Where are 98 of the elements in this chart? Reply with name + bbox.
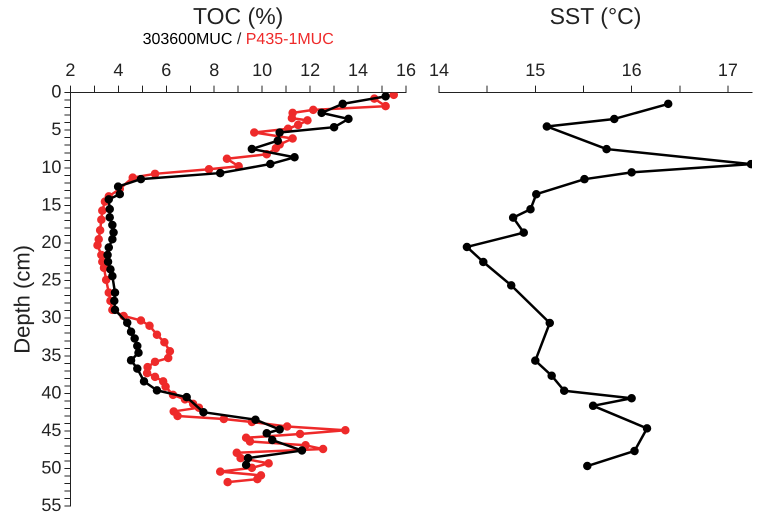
point (588, 402, 598, 410)
point (133, 364, 142, 373)
x-axis-title: SST (°C) (548, 2, 642, 30)
point (338, 100, 347, 108)
point (109, 228, 118, 237)
point (580, 174, 589, 184)
point (133, 342, 142, 350)
point (105, 204, 114, 214)
point (140, 377, 148, 386)
x-tick-label: 14 (348, 60, 368, 80)
point (182, 392, 191, 402)
point (381, 92, 390, 101)
point (627, 168, 636, 177)
y-tick-label: 55 (41, 495, 62, 516)
point (152, 386, 162, 395)
point (546, 318, 554, 328)
point (108, 234, 117, 244)
x-tick-label: 14 (428, 60, 450, 80)
point (520, 228, 528, 237)
text: / (236, 31, 242, 48)
point (290, 153, 299, 162)
x-tick-label: 8 (209, 60, 220, 80)
point (130, 334, 139, 343)
point (479, 258, 488, 266)
y-tick-label: 0 (51, 82, 62, 102)
x-tick-label: 16 (396, 60, 416, 80)
point (532, 190, 541, 198)
point (116, 190, 124, 198)
point (248, 144, 256, 154)
point (110, 296, 119, 306)
point (275, 128, 284, 137)
point (106, 265, 115, 274)
point (317, 108, 326, 118)
point (642, 424, 652, 433)
point (136, 174, 146, 184)
point (251, 415, 260, 424)
point (602, 144, 611, 154)
point (547, 371, 556, 380)
point (262, 429, 271, 438)
point (506, 281, 516, 290)
point (216, 168, 224, 178)
point (242, 460, 250, 470)
point (110, 288, 120, 297)
y-tick-label: 10 (41, 156, 62, 177)
x-tick-label: 15 (525, 60, 546, 80)
y-axis-title: Depth (cm) (9, 245, 34, 354)
y-tick-label: 5 (51, 119, 62, 140)
y-tick-label: 35 (41, 344, 62, 365)
point (630, 446, 639, 456)
y-tick-label: 50 (41, 458, 62, 478)
point (610, 114, 619, 124)
point (199, 408, 208, 416)
point (542, 122, 552, 131)
x-tick-label: 17 (718, 60, 738, 80)
point (108, 220, 117, 230)
text: 303600MUC (142, 31, 232, 48)
x-tick-label: 16 (622, 60, 642, 80)
point (104, 258, 112, 266)
y-tick-label: 25 (41, 270, 62, 290)
x-axis-title: TOC (%) (192, 2, 284, 30)
point (664, 100, 672, 108)
x-tick-label: 12 (300, 60, 320, 80)
x-tick-label: 4 (113, 60, 124, 80)
x-tick-label: 6 (161, 60, 172, 80)
point (531, 356, 540, 365)
point (110, 306, 120, 314)
point (105, 213, 114, 222)
point (275, 425, 284, 434)
point (526, 205, 535, 214)
point (104, 195, 114, 204)
point (298, 446, 306, 455)
point (103, 250, 112, 260)
x-tick-label: 10 (252, 60, 272, 80)
point (274, 136, 282, 145)
point (268, 436, 276, 444)
point (122, 318, 132, 327)
y-tick-label: 30 (41, 307, 62, 328)
y-tick-label: 40 (41, 382, 62, 402)
y-tick-label: 15 (41, 194, 62, 214)
point (344, 114, 353, 124)
y-tick-label: 20 (41, 232, 62, 252)
point (583, 462, 592, 470)
y-tick-label: 45 (41, 420, 62, 440)
point (508, 213, 518, 222)
point (114, 182, 122, 191)
point (244, 454, 252, 462)
point (330, 122, 338, 132)
x-tick-label: 2 (65, 60, 76, 80)
point (104, 243, 114, 252)
point (560, 386, 568, 395)
text: P435-1MUC (246, 31, 334, 48)
point (126, 327, 136, 336)
point (126, 356, 136, 365)
point (134, 348, 143, 358)
point (627, 394, 636, 403)
point (462, 242, 472, 252)
point (108, 272, 117, 280)
point (266, 160, 275, 168)
